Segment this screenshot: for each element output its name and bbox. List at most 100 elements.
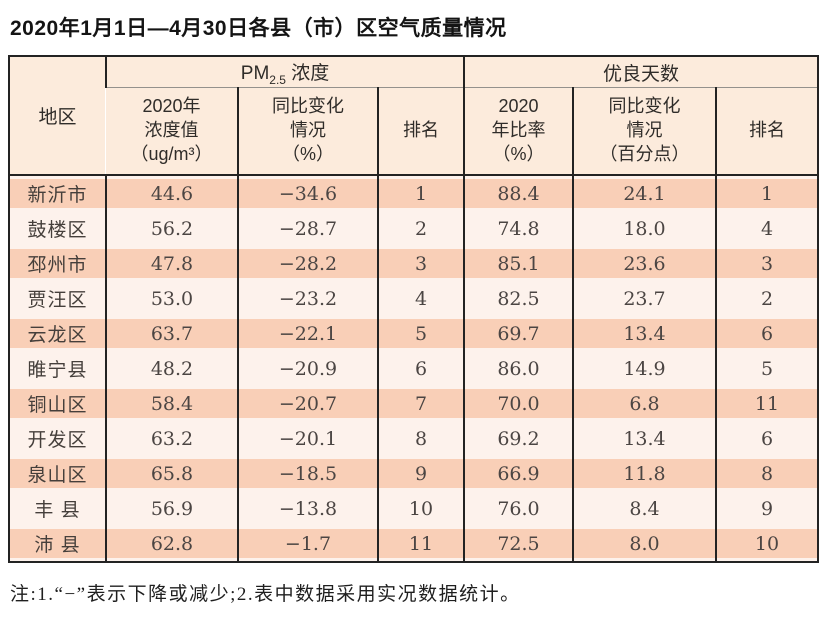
table-row: 铜山区 58.4 −20.7 7 70.0 6.8 11 <box>9 386 819 421</box>
pm-rank-cell: 8 <box>377 421 464 456</box>
page-title: 2020年1月1日—4月30日各县（市）区空气质量情况 <box>10 17 507 40</box>
table-row: 云龙区 63.7 −22.1 5 69.7 13.4 6 <box>9 316 819 351</box>
pm-change-cell: −13.8 <box>237 491 378 526</box>
column-group-good-days: 优良天数 <box>462 56 819 88</box>
table-row: 鼓楼区 56.2 −28.7 2 74.8 18.0 4 <box>9 211 819 246</box>
pm-value-cell: 56.2 <box>105 211 238 246</box>
pm-rank-cell: 1 <box>377 175 464 211</box>
column-header-pm-rank: 排名 <box>377 87 464 176</box>
days-change-cell: 24.1 <box>572 175 716 211</box>
region-cell: 贾汪区 <box>9 281 106 316</box>
pm-change-cell: −23.2 <box>237 281 378 316</box>
pm-change-cell: −22.1 <box>237 316 378 351</box>
days-rank-cell: 6 <box>714 421 819 456</box>
region-cell: 邳州市 <box>9 246 106 281</box>
days-rank-cell: 2 <box>714 281 819 316</box>
column-header-region: 地区 <box>9 56 106 176</box>
pm-value-cell: 58.4 <box>105 386 238 421</box>
days-rank-cell: 3 <box>714 246 819 281</box>
pm-change-cell: −20.1 <box>237 421 378 456</box>
days-ratio-cell: 66.9 <box>463 456 573 491</box>
pm-change-cell: −20.7 <box>237 386 378 421</box>
pm-change-cell: −18.5 <box>237 456 378 491</box>
header-group-row: 地区 PM2.5 浓度 优良天数 <box>9 56 819 176</box>
days-rank-cell: 9 <box>714 491 819 526</box>
days-ratio-cell: 82.5 <box>463 281 573 316</box>
table-body: 新沂市 44.6 −34.6 1 88.4 24.1 1 鼓楼区 56.2 −28.7 2 74.8 1… <box>9 175 819 562</box>
region-cell: 睢宁县 <box>9 351 106 386</box>
table-row: 新沂市 44.6 −34.6 1 88.4 24.1 1 <box>9 175 819 211</box>
pm-value-cell: 53.0 <box>105 281 238 316</box>
days-change-cell: 23.7 <box>572 281 716 316</box>
pm-value-cell: 44.6 <box>105 175 238 211</box>
air-quality-table: 地区 PM2.5 浓度 优良天数 2020年 浓度值 （ug/m³） 同比变化 … <box>8 55 820 563</box>
pm-rank-cell: 10 <box>377 491 464 526</box>
days-change-cell: 11.8 <box>572 456 716 491</box>
pm-value-cell: 65.8 <box>105 456 238 491</box>
days-change-cell: 8.0 <box>572 526 716 562</box>
region-cell: 泉山区 <box>9 456 106 491</box>
days-rank-cell: 8 <box>714 456 819 491</box>
table-row: 泉山区 65.8 −18.5 9 66.9 11.8 8 <box>9 456 819 491</box>
table-row: 邳州市 47.8 −28.2 3 85.1 23.6 3 <box>9 246 819 281</box>
region-cell: 沛 县 <box>9 526 106 562</box>
days-change-cell: 8.4 <box>572 491 716 526</box>
table-header: 地区 PM2.5 浓度 优良天数 2020年 浓度值 （ug/m³） 同比变化 … <box>9 56 819 176</box>
pm-value-cell: 56.9 <box>105 491 238 526</box>
region-cell: 丰 县 <box>9 491 106 526</box>
days-rank-cell: 10 <box>714 526 819 562</box>
pm-rank-cell: 11 <box>377 526 464 562</box>
days-ratio-cell: 88.4 <box>463 175 573 211</box>
pm-label-subscript: 2.5 <box>269 72 286 87</box>
pm-change-cell: −28.2 <box>237 246 378 281</box>
header-sub-row: 2020年 浓度值 （ug/m³） 同比变化 情况 （%） 排名 2020 年比… <box>9 87 819 176</box>
pm-label-prefix: PM <box>240 62 270 84</box>
days-ratio-cell: 76.0 <box>463 491 573 526</box>
column-header-pm-change: 同比变化 情况 （%） <box>237 87 378 176</box>
pm-rank-cell: 3 <box>377 246 464 281</box>
days-rank-cell: 4 <box>714 211 819 246</box>
pm-change-cell: −34.6 <box>237 175 378 211</box>
days-change-cell: 23.6 <box>572 246 716 281</box>
pm-label-suffix: 浓度 <box>285 62 330 84</box>
pm-value-cell: 47.8 <box>105 246 238 281</box>
days-ratio-cell: 70.0 <box>463 386 573 421</box>
table-row: 睢宁县 48.2 −20.9 6 86.0 14.9 5 <box>9 351 819 386</box>
region-cell: 铜山区 <box>9 386 106 421</box>
region-cell: 云龙区 <box>9 316 106 351</box>
pm-value-cell: 63.2 <box>105 421 238 456</box>
pm-value-cell: 48.2 <box>105 351 238 386</box>
days-ratio-cell: 86.0 <box>463 351 573 386</box>
region-cell: 鼓楼区 <box>9 211 106 246</box>
days-ratio-cell: 85.1 <box>463 246 573 281</box>
pm-rank-cell: 2 <box>377 211 464 246</box>
days-ratio-cell: 74.8 <box>463 211 573 246</box>
column-header-days-rank: 排名 <box>714 87 819 176</box>
footnote: 注:1.“−”表示下降或减少;2.表中数据采用实况数据统计。 <box>10 584 521 605</box>
column-header-pm-value: 2020年 浓度值 （ug/m³） <box>106 87 238 176</box>
days-rank-cell: 5 <box>714 351 819 386</box>
pm-rank-cell: 5 <box>377 316 464 351</box>
pm-change-cell: −20.9 <box>237 351 378 386</box>
days-rank-cell: 1 <box>714 175 819 211</box>
pm-rank-cell: 4 <box>377 281 464 316</box>
days-rank-cell: 11 <box>714 386 819 421</box>
column-header-days-ratio: 2020 年比率 （%） <box>463 87 573 176</box>
pm-rank-cell: 6 <box>377 351 464 386</box>
pm-value-cell: 62.8 <box>105 526 238 562</box>
days-change-cell: 6.8 <box>572 386 716 421</box>
days-change-cell: 14.9 <box>572 351 716 386</box>
table-row: 贾汪区 53.0 −23.2 4 82.5 23.7 2 <box>9 281 819 316</box>
table-row: 沛 县 62.8 −1.7 11 72.5 8.0 10 <box>9 526 819 562</box>
days-change-cell: 18.0 <box>572 211 716 246</box>
days-ratio-cell: 72.5 <box>463 526 573 562</box>
days-ratio-cell: 69.2 <box>463 421 573 456</box>
days-rank-cell: 6 <box>714 316 819 351</box>
pm-rank-cell: 7 <box>377 386 464 421</box>
pm-value-cell: 63.7 <box>105 316 238 351</box>
region-cell: 开发区 <box>9 421 106 456</box>
pm-change-cell: −1.7 <box>237 526 378 562</box>
table-row: 开发区 63.2 −20.1 8 69.2 13.4 6 <box>9 421 819 456</box>
column-header-days-change: 同比变化 情况 （百分点） <box>572 87 716 176</box>
page: 2020年1月1日—4月30日各县（市）区空气质量情况 地区 PM2.5 浓度 … <box>8 17 820 605</box>
